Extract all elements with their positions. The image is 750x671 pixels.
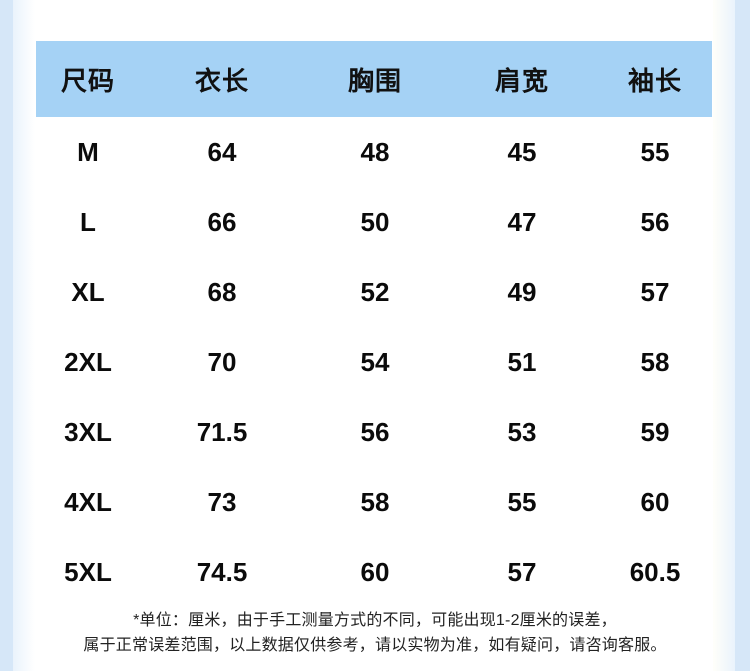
cell-shoulder: 49 <box>446 257 598 327</box>
disclaimer-line-1: *单位：厘米，由于手工测量方式的不同，可能出现1-2厘米的误差， <box>133 612 617 629</box>
column-header-shoulder: 肩宽 <box>494 65 549 96</box>
cell-bust: 54 <box>304 327 446 397</box>
page-left-edge-fade <box>13 0 35 671</box>
cell-shoulder: 53 <box>446 397 598 467</box>
cell-sleeve: 55 <box>598 117 712 187</box>
cell-size: L <box>36 187 140 257</box>
cell-length: 73 <box>140 467 304 537</box>
cell-sleeve: 56 <box>598 187 712 257</box>
cell-size: 3XL <box>36 397 140 467</box>
cell-bust: 50 <box>304 187 446 257</box>
column-header-length: 衣长 <box>194 65 249 96</box>
size-table-header: 尺码 衣长 胸围 肩宽 袖长 <box>36 41 712 117</box>
cell-sleeve: 59 <box>598 397 712 467</box>
size-table-container: 尺码 衣长 胸围 肩宽 袖长 M 64 48 45 55 L 66 <box>36 41 712 607</box>
disclaimer-line-2: 属于正常误差范围，以上数据仅供参考，请以实物为准，如有疑问，请咨询客服。 <box>83 637 667 654</box>
cell-bust: 48 <box>304 117 446 187</box>
column-header-bust: 胸围 <box>347 65 402 96</box>
cell-length: 64 <box>140 117 304 187</box>
cell-sleeve: 58 <box>598 327 712 397</box>
cell-size: M <box>36 117 140 187</box>
cell-shoulder: 55 <box>446 467 598 537</box>
cell-bust: 60 <box>304 537 446 607</box>
table-row: 2XL 70 54 51 58 <box>36 327 712 397</box>
cell-length: 71.5 <box>140 397 304 467</box>
size-table: 尺码 衣长 胸围 肩宽 袖长 M 64 48 45 55 L 66 <box>36 41 712 607</box>
cell-length: 68 <box>140 257 304 327</box>
cell-length: 66 <box>140 187 304 257</box>
cell-bust: 58 <box>304 467 446 537</box>
column-header-size: 尺码 <box>60 65 115 96</box>
table-row: 3XL 71.5 56 53 59 <box>36 397 712 467</box>
page-right-edge-fade <box>713 0 735 671</box>
table-row: M 64 48 45 55 <box>36 117 712 187</box>
cell-size: XL <box>36 257 140 327</box>
table-row: 5XL 74.5 60 57 60.5 <box>36 537 712 607</box>
table-row: L 66 50 47 56 <box>36 187 712 257</box>
measurement-disclaimer: *单位：厘米，由于手工测量方式的不同，可能出现1-2厘米的误差， 属于正常误差范… <box>0 608 750 658</box>
size-table-body: M 64 48 45 55 L 66 50 47 56 XL 68 52 <box>36 117 712 607</box>
cell-length: 74.5 <box>140 537 304 607</box>
page-right-edge-strip <box>735 0 750 671</box>
cell-sleeve: 60 <box>598 467 712 537</box>
cell-shoulder: 47 <box>446 187 598 257</box>
table-row: XL 68 52 49 57 <box>36 257 712 327</box>
cell-length: 70 <box>140 327 304 397</box>
cell-size: 5XL <box>36 537 140 607</box>
table-row: 4XL 73 58 55 60 <box>36 467 712 537</box>
cell-sleeve: 57 <box>598 257 712 327</box>
cell-bust: 52 <box>304 257 446 327</box>
cell-bust: 56 <box>304 397 446 467</box>
cell-shoulder: 45 <box>446 117 598 187</box>
page-left-edge-strip <box>0 0 13 671</box>
cell-shoulder: 57 <box>446 537 598 607</box>
column-header-sleeve: 袖长 <box>627 65 682 96</box>
cell-shoulder: 51 <box>446 327 598 397</box>
cell-size: 4XL <box>36 467 140 537</box>
cell-size: 2XL <box>36 327 140 397</box>
header-row: 尺码 衣长 胸围 肩宽 袖长 <box>36 41 712 117</box>
cell-sleeve: 60.5 <box>598 537 712 607</box>
